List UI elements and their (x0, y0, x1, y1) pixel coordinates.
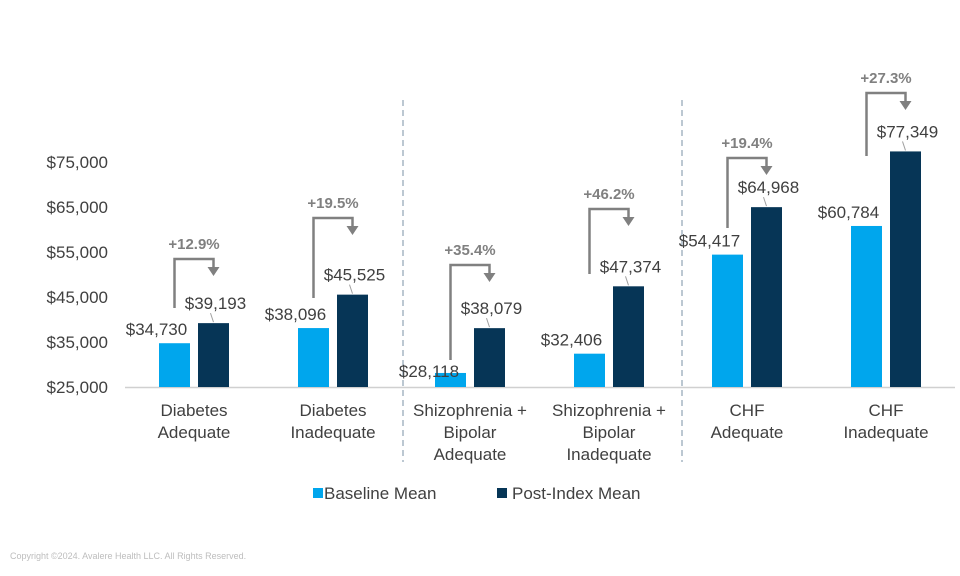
label-leader-line (625, 276, 629, 286)
post-index-value-label: $39,193 (185, 294, 246, 313)
y-tick-label: $75,000 (47, 153, 108, 172)
percent-change-label: +12.9% (168, 236, 219, 253)
legend-label: Baseline Mean (324, 484, 436, 503)
baseline-value-label: $38,096 (265, 305, 326, 324)
post-index-value-label: $77,349 (877, 122, 938, 141)
arrow-down-icon (346, 226, 359, 235)
change-bracket (173, 257, 215, 308)
post-index-value-label: $38,079 (461, 299, 522, 318)
category-label: Adequate (158, 423, 231, 442)
copyright-footer: Copyright ©2024. Avalere Health LLC. All… (10, 551, 247, 561)
bar-baseline-mean (574, 353, 605, 387)
category-label: Inadequate (290, 423, 375, 442)
percent-change-label: +46.2% (583, 186, 634, 203)
label-leader-line (486, 317, 490, 328)
legend-swatch (497, 488, 507, 498)
change-bracket (312, 216, 354, 298)
change-bracket (865, 91, 907, 156)
bar-post-index-mean (613, 286, 644, 387)
category-label: Diabetes (299, 401, 366, 420)
baseline-value-label: $32,406 (541, 331, 602, 350)
category-label: Shizophrenia + (413, 401, 527, 420)
y-tick-label: $55,000 (47, 243, 108, 262)
arrow-down-icon (622, 217, 635, 226)
bar-baseline-mean (851, 225, 882, 387)
arrow-down-icon (207, 267, 220, 276)
category-label: Inadequate (843, 423, 928, 442)
baseline-value-label: $60,784 (818, 203, 879, 222)
category-label: Shizophrenia + (552, 401, 666, 420)
bar-post-index-mean (751, 207, 782, 387)
label-leader-line (902, 141, 906, 151)
baseline-value-label: $54,417 (679, 232, 740, 251)
bar-post-index-mean (474, 328, 505, 387)
bar-baseline-mean (712, 254, 743, 387)
post-index-value-label: $47,374 (600, 257, 661, 276)
label-leader-line (210, 312, 214, 323)
bar-post-index-mean (198, 323, 229, 387)
post-index-value-label: $64,968 (738, 178, 799, 197)
bar-baseline-mean (298, 328, 329, 387)
label-leader-line (763, 196, 767, 207)
percent-change-label: +27.3% (860, 70, 911, 87)
category-label: Adequate (711, 423, 784, 442)
baseline-value-label: $34,730 (126, 320, 187, 339)
change-bracket (449, 263, 491, 360)
change-bracket (588, 207, 630, 274)
category-label: Bipolar (583, 423, 636, 442)
percent-change-label: +35.4% (444, 242, 495, 259)
post-index-value-label: $45,525 (324, 266, 385, 285)
y-tick-label: $35,000 (47, 333, 108, 352)
category-label: Inadequate (566, 445, 651, 464)
arrow-down-icon (760, 166, 773, 175)
bar-post-index-mean (337, 294, 368, 387)
percent-change-label: +19.4% (721, 135, 772, 152)
category-label: CHF (730, 401, 765, 420)
category-label: Adequate (434, 445, 507, 464)
legend-label: Post-Index Mean (512, 484, 641, 503)
y-tick-label: $25,000 (47, 378, 108, 397)
y-tick-label: $45,000 (47, 288, 108, 307)
category-label: Bipolar (444, 423, 497, 442)
bar-baseline-mean (159, 343, 190, 387)
bar-baseline-mean (435, 372, 466, 387)
category-label: Diabetes (160, 401, 227, 420)
percent-change-label: +19.5% (307, 195, 358, 212)
legend-swatch (313, 488, 323, 498)
arrow-down-icon (899, 101, 912, 110)
arrow-down-icon (483, 273, 496, 282)
change-bracket (726, 156, 768, 228)
category-label: CHF (869, 401, 904, 420)
bar-post-index-mean (890, 151, 921, 387)
y-tick-label: $65,000 (47, 198, 108, 217)
baseline-value-label: $28,118 (399, 362, 459, 381)
label-leader-line (349, 284, 353, 294)
